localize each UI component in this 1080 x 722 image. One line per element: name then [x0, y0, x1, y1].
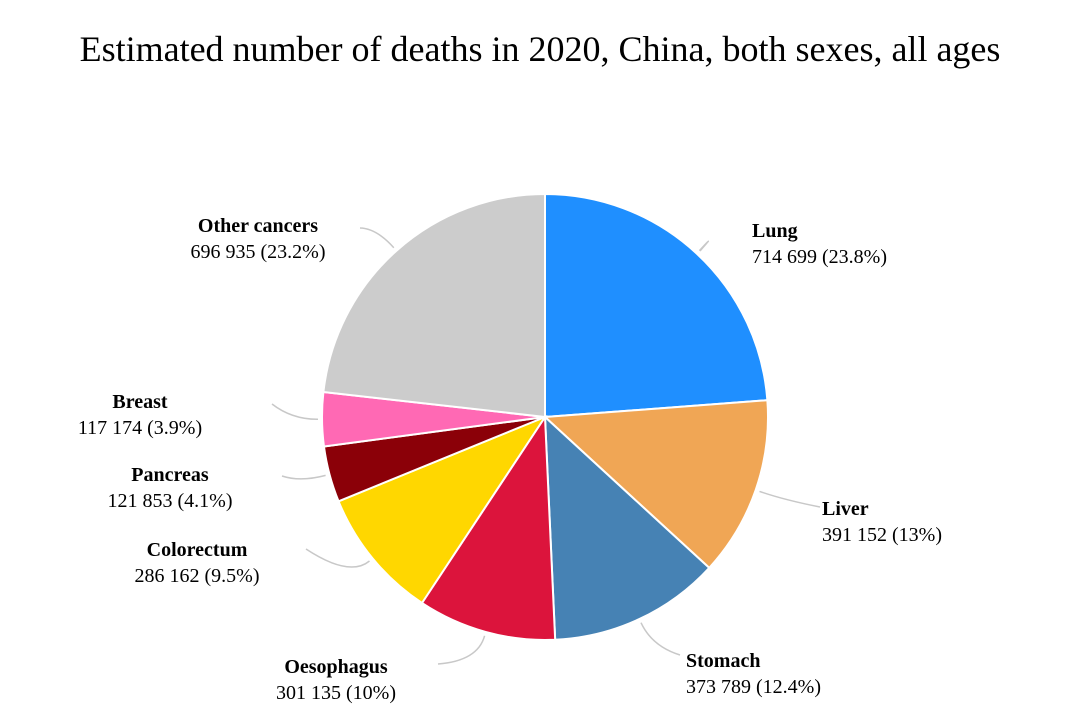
slice-value-stomach: 373 789 (12.4%) — [686, 676, 821, 698]
slice-value-liver: 391 152 (13%) — [822, 524, 942, 546]
slice-value-colorectum: 286 162 (9.5%) — [135, 565, 260, 587]
pie-slice-oesophagus — [420, 413, 557, 641]
slice-label-pancreas: Pancreas — [131, 464, 209, 486]
slice-label-stomach: Stomach — [686, 650, 760, 672]
leader-line-lung — [698, 240, 710, 252]
leader-line-breast — [271, 403, 319, 421]
slice-value-breast: 117 174 (3.9%) — [78, 417, 202, 439]
pie-slice-stomach — [543, 414, 711, 641]
chart-title: Estimated number of deaths in 2020, Chin… — [79, 29, 1001, 69]
slice-value-other-cancers: 696 935 (23.2%) — [191, 241, 326, 263]
leader-line-colorectum — [305, 548, 370, 568]
leader-line-pancreas — [281, 474, 326, 480]
slice-label-oesophagus: Oesophagus — [284, 656, 388, 678]
slice-value-pancreas: 121 853 (4.1%) — [108, 490, 233, 512]
leader-line-stomach — [640, 622, 681, 656]
pie-slice-colorectum — [337, 414, 548, 605]
slice-label-liver: Liver — [822, 498, 869, 520]
pie-slice-other-cancers — [322, 192, 546, 419]
slice-value-lung: 714 699 (23.8%) — [752, 246, 887, 268]
leader-line-liver — [759, 490, 821, 508]
slice-value-oesophagus: 301 135 (10%) — [276, 682, 396, 704]
slice-label-colorectum: Colorectum — [147, 539, 248, 561]
slice-label-lung: Lung — [752, 220, 798, 242]
slice-label-breast: Breast — [112, 391, 168, 413]
pie-slice-liver — [542, 399, 769, 570]
pie-slice-lung — [544, 192, 769, 419]
leader-line-other-cancers — [359, 227, 395, 249]
slice-label-other-cancers: Other cancers — [198, 215, 318, 237]
leader-line-oesophagus — [437, 635, 486, 665]
